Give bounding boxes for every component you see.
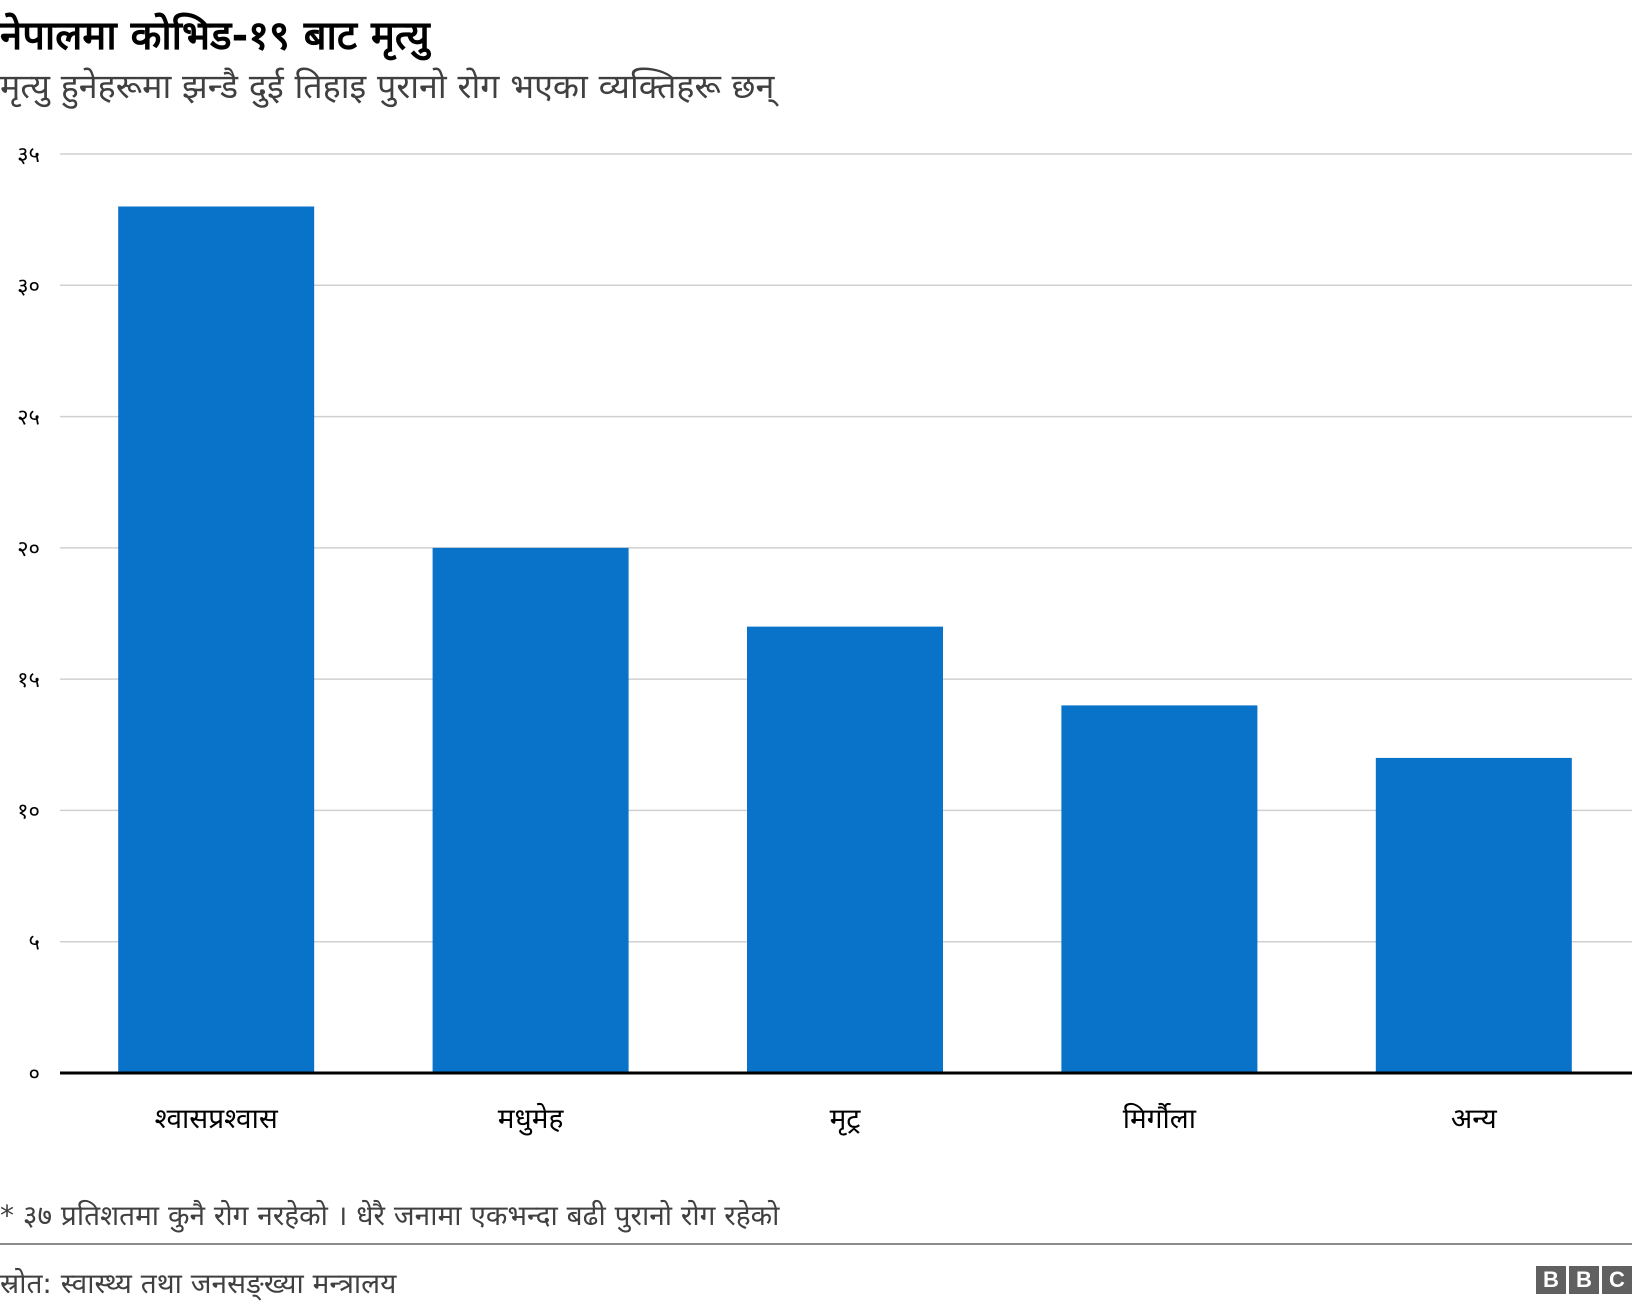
y-tick-label: ३० — [17, 274, 40, 299]
chart-title: नेपालमा कोभिड-१९ बाट मृत्यु — [0, 13, 430, 59]
bars — [118, 206, 1572, 1073]
y-tick-label: १० — [17, 799, 40, 824]
bar — [747, 626, 943, 1073]
logo-letter-c: C — [1602, 1266, 1632, 1294]
y-axis-ticks: ० ५ १० १५ २० २५ ३० ३५ — [17, 143, 40, 1087]
y-tick-label: १५ — [17, 668, 40, 693]
y-tick-label: ५ — [29, 931, 40, 956]
y-tick-label: २५ — [17, 406, 40, 431]
x-category-label: मृट्र — [830, 1102, 862, 1136]
bar — [432, 547, 629, 1073]
logo-letter-b2: B — [1569, 1266, 1599, 1294]
y-tick-label: २० — [17, 537, 40, 562]
x-category-label: अन्य — [1451, 1102, 1498, 1135]
x-category-label: श्वासप्रश्वास — [155, 1102, 279, 1135]
bar-chart: ० ५ १० १५ २० २५ ३० ३५ श्वासप्रश्वास मधुमेह मृट्र म… — [17, 143, 1632, 1136]
bar — [118, 206, 315, 1073]
x-category-label: मधुमेह — [498, 1102, 565, 1136]
y-tick-label: ० — [29, 1062, 40, 1087]
chart-subtitle: मृत्यु हुनेहरूमा झन्डै दुई तिहाइ पुरानो … — [0, 67, 775, 107]
bar — [1061, 705, 1258, 1073]
source-text: स्रोत: स्वास्थ्य तथा जनसङ्ख्या मन्त्रालय — [0, 1267, 397, 1300]
footer-divider — [0, 1243, 1632, 1245]
x-axis-labels: श्वासप्रश्वास मधुमेह मृट्र मिर्गौला अन्य — [155, 1102, 1498, 1136]
bbc-logo: B B C — [1536, 1266, 1632, 1294]
bar — [1375, 757, 1572, 1073]
footnote: * ३७ प्रतिशतमा कुनै रोग नरहेको । धेरै जन… — [0, 1199, 780, 1232]
logo-letter-b1: B — [1536, 1266, 1566, 1294]
x-category-label: मिर्गौला — [1123, 1102, 1197, 1135]
y-tick-label: ३५ — [17, 143, 40, 168]
